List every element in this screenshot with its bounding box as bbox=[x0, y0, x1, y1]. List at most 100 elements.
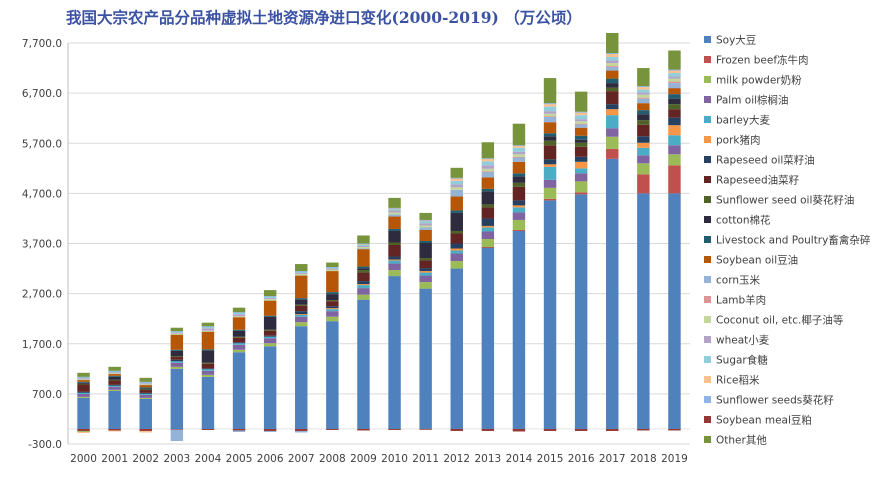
legend-item: cotton棉花 bbox=[704, 214, 771, 227]
y-tick-label: 7,700.0 bbox=[22, 38, 62, 50]
bar-segment bbox=[357, 268, 370, 271]
bar-segment bbox=[388, 270, 401, 277]
bar-segment bbox=[357, 235, 370, 244]
bar-segment bbox=[388, 260, 401, 264]
bar-segment bbox=[668, 109, 681, 118]
bar-segment bbox=[512, 151, 526, 155]
bar-segment bbox=[388, 208, 401, 211]
bar-segment bbox=[512, 219, 526, 230]
legend-item: Other其他 bbox=[704, 434, 767, 447]
bar-segment bbox=[357, 285, 370, 289]
bar-segment bbox=[139, 430, 152, 433]
legend-label: Rice稻米 bbox=[716, 374, 760, 387]
bar-segment bbox=[543, 428, 557, 431]
bar-segment bbox=[574, 156, 588, 162]
bar-segment bbox=[77, 382, 90, 384]
bar-group-2015 bbox=[543, 78, 557, 431]
bar-segment bbox=[357, 281, 370, 285]
bar-segment bbox=[450, 177, 463, 179]
bar-segment bbox=[77, 377, 90, 379]
bar-segment bbox=[388, 245, 401, 257]
bar-segment bbox=[232, 336, 246, 338]
bar-segment bbox=[139, 389, 152, 393]
bar-segment bbox=[450, 428, 463, 431]
legend-label: Rapeseed oil菜籽油 bbox=[716, 154, 815, 167]
bar-segment bbox=[77, 430, 90, 432]
bar-segment bbox=[201, 328, 215, 331]
bar-segment bbox=[450, 212, 463, 231]
bar-segment bbox=[263, 315, 277, 317]
bar-segment bbox=[232, 316, 246, 318]
bar-segment bbox=[419, 220, 432, 222]
bar-segment bbox=[481, 227, 495, 232]
bar-segment bbox=[326, 267, 339, 268]
bar-segment bbox=[357, 243, 370, 245]
bar-segment bbox=[512, 176, 526, 183]
bar-segment bbox=[263, 335, 277, 337]
bar-segment bbox=[481, 158, 495, 160]
bar-segment bbox=[295, 299, 308, 305]
bar-segment bbox=[295, 304, 308, 306]
bar-segment bbox=[77, 379, 90, 382]
bar-segment bbox=[108, 380, 121, 385]
bar-segment bbox=[295, 275, 308, 299]
bar-group-2004 bbox=[201, 322, 215, 430]
bar-group-2019 bbox=[668, 50, 681, 431]
bar-segment bbox=[574, 168, 588, 174]
bar-segment bbox=[668, 193, 681, 429]
bar-segment bbox=[543, 106, 557, 112]
x-tick-label: 2003 bbox=[163, 453, 190, 465]
bar-segment bbox=[481, 204, 495, 208]
bar-segment bbox=[543, 187, 557, 199]
bar-segment bbox=[637, 124, 650, 137]
bar-segment bbox=[668, 165, 681, 194]
bar-segment bbox=[606, 67, 619, 71]
legend-label: milk powder奶粉 bbox=[716, 74, 802, 87]
bar-segment bbox=[232, 343, 246, 345]
legend-item: Soy大豆 bbox=[704, 34, 756, 47]
bar-segment bbox=[481, 177, 495, 189]
legend-label: corn玉米 bbox=[716, 274, 760, 287]
legend-swatch bbox=[704, 96, 711, 103]
bar-segment bbox=[232, 337, 246, 343]
bar-segment bbox=[543, 116, 557, 123]
bar-segment bbox=[201, 350, 215, 363]
bar-segment bbox=[232, 428, 246, 431]
bar-segment bbox=[357, 247, 370, 249]
bar-segment bbox=[512, 207, 526, 213]
bar-segment bbox=[574, 428, 588, 431]
gridlines bbox=[68, 42, 690, 445]
bar-segment bbox=[170, 366, 184, 369]
legend-swatch bbox=[704, 356, 711, 363]
bar-segment bbox=[388, 212, 401, 215]
bar-segment bbox=[326, 269, 339, 272]
bar-segment bbox=[574, 142, 588, 147]
bar-segment bbox=[606, 87, 619, 92]
x-tick-label: 2011 bbox=[412, 453, 439, 465]
bar-segment bbox=[419, 229, 432, 241]
bar-segment bbox=[77, 391, 90, 393]
legend-swatch bbox=[704, 316, 711, 323]
bar-segment bbox=[419, 275, 432, 283]
bar-segment bbox=[201, 363, 215, 369]
bar-segment bbox=[232, 317, 246, 330]
bar-segment bbox=[263, 298, 277, 300]
bar-segment bbox=[326, 309, 339, 312]
bar-segment bbox=[637, 98, 650, 104]
bar-segment bbox=[170, 359, 184, 362]
bar-segment bbox=[606, 148, 619, 159]
bar-segment bbox=[512, 156, 526, 158]
legend-label: Frozen beef冻牛肉 bbox=[716, 54, 809, 67]
bar-segment bbox=[668, 104, 681, 110]
bar-segment bbox=[481, 161, 495, 166]
bar-segment bbox=[201, 428, 215, 430]
bar-segment bbox=[606, 128, 619, 137]
bar-segment bbox=[512, 145, 526, 147]
bar-segment bbox=[326, 301, 339, 307]
bar-segment bbox=[108, 373, 121, 376]
bar-segment bbox=[139, 389, 152, 391]
legend-item: Rapeseed油菜籽 bbox=[704, 174, 800, 187]
bar-segment bbox=[419, 219, 432, 221]
bar-segment bbox=[481, 225, 495, 228]
